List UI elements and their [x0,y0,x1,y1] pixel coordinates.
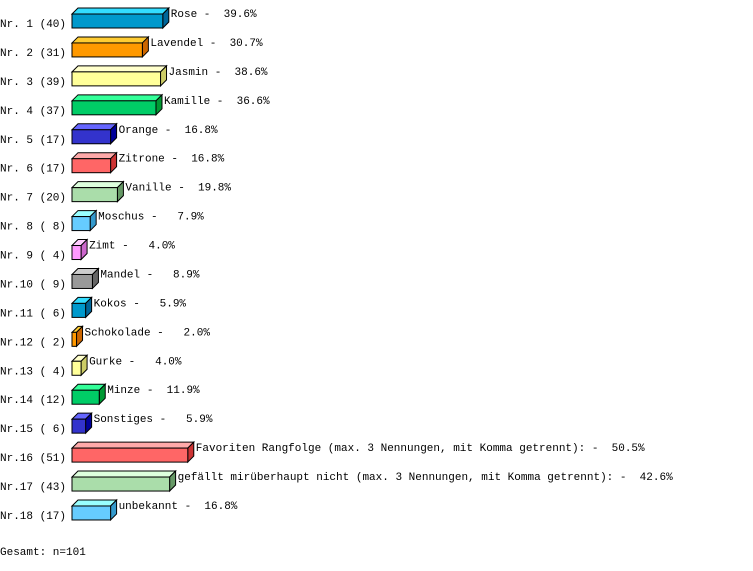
bar-label: Kokos - 5.9% [94,298,187,310]
category-label: Nr. 7 (20) [0,193,66,205]
bar-label: Favoriten Rangfolge (max. 3 Nennungen, m… [196,443,645,455]
category-label: Nr. 9 ( 4) [0,251,66,263]
bar-top [70,123,118,131]
bar-top [70,441,195,449]
bar-label: Kamille - 36.6% [164,96,270,108]
bar [71,129,112,145]
bar [71,389,100,405]
bar-top [70,94,164,102]
category-label: Nr. 3 (39) [0,77,66,89]
bar [71,418,87,434]
bar-top [70,152,118,160]
bar [71,71,162,87]
bar-label: Moschus - 7.9% [98,212,204,224]
bar-label: gefällt mirüberhaupt nicht (max. 3 Nennu… [178,472,673,484]
bar [71,447,189,463]
category-label: Nr.13 ( 4) [0,366,66,378]
category-label: Nr.15 ( 6) [0,424,66,436]
category-label: Nr. 4 (37) [0,106,66,118]
bar-label: unbekannt - 16.8% [119,501,238,513]
category-label: Nr. 5 (17) [0,135,66,147]
bar-top [70,181,125,189]
bar [71,13,164,29]
bar [71,476,171,492]
bar-label: Jasmin - 38.6% [169,67,268,79]
bar-label: Mandel - 8.9% [100,269,199,281]
category-label: Nr. 1 (40) [0,19,66,31]
bar-label: Vanille - 19.8% [125,183,231,195]
bar-top [70,7,171,15]
category-label: Nr. 2 (31) [0,48,66,60]
bar-label: Zitrone - 16.8% [119,154,225,166]
bar-label: Gurke - 4.0% [89,356,182,368]
category-label: Nr. 6 (17) [0,164,66,176]
bar [71,273,93,289]
bar-label: Orange - 16.8% [119,125,218,137]
category-label: Nr.14 (12) [0,395,66,407]
category-label: Nr.18 (17) [0,511,66,523]
total-label: Gesamt: n=101 [0,547,86,559]
category-label: Nr.17 (43) [0,482,66,494]
category-label: Nr. 8 ( 8) [0,222,66,234]
bar-top [70,470,177,478]
bar [71,505,112,521]
bar [71,216,91,232]
bar [71,245,82,261]
bar [71,331,78,347]
bar-top [70,36,150,44]
category-label: Nr.10 ( 9) [0,279,66,291]
category-label: Nr.16 (51) [0,453,66,465]
bar-label: Rose - 39.6% [171,9,257,21]
category-label: Nr.12 ( 2) [0,337,66,349]
bar [71,302,87,318]
bar-label: Lavendel - 30.7% [150,38,263,50]
bar-top [70,499,118,507]
bar-label: Sonstiges - 5.9% [94,414,213,426]
bar [71,360,82,376]
bar-label: Zimt - 4.0% [89,241,175,253]
category-label: Nr.11 ( 6) [0,308,66,320]
bar-label: Minze - 11.9% [107,385,200,397]
bar [71,158,112,174]
bar-top [70,65,168,73]
bar-label: Schokolade - 2.0% [85,327,211,339]
bar [71,187,118,203]
bar [71,42,143,58]
bar [71,100,157,116]
